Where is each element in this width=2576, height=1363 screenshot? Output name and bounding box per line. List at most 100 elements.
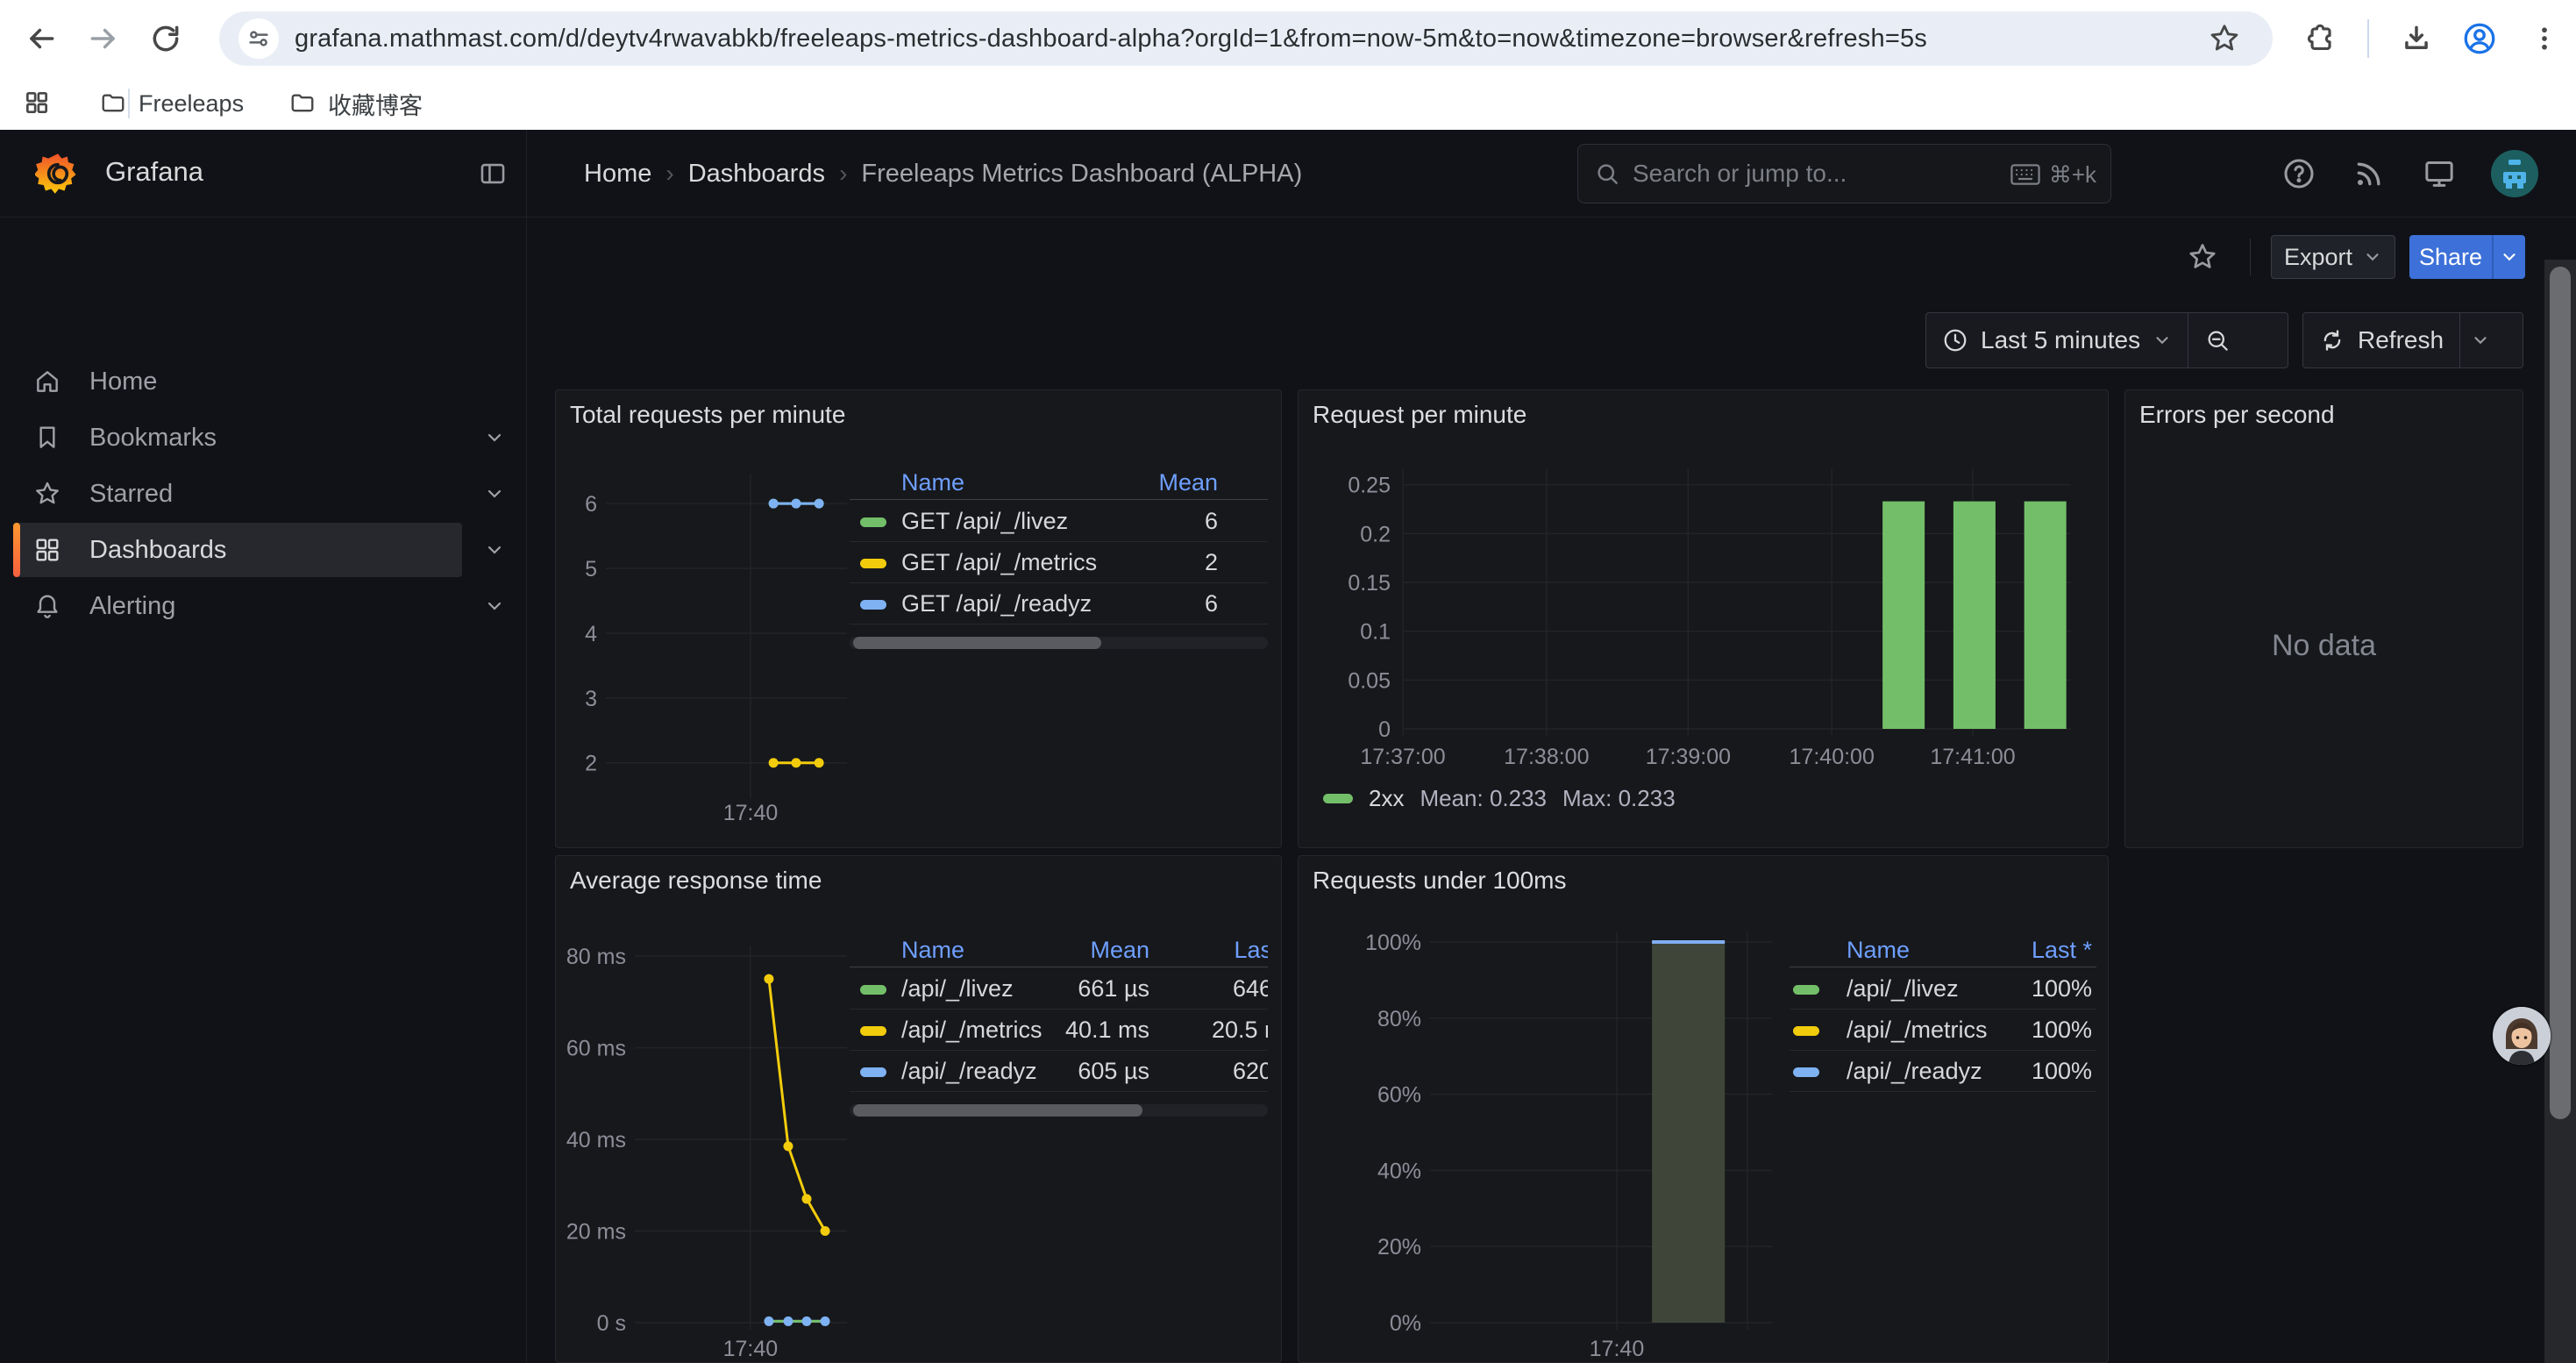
svg-text:0%: 0%: [1390, 1311, 1421, 1336]
chart-legend: 2xx Mean: 0.233 Max: 0.233: [1323, 785, 1676, 812]
folder-icon: [291, 94, 314, 112]
bookmark-item[interactable]: 收藏博客: [277, 84, 435, 123]
refresh-button[interactable]: Refresh: [2303, 313, 2459, 368]
table-column-name[interactable]: Name: [1847, 937, 1911, 963]
table-header: Name Last *: [1790, 935, 2096, 967]
floating-assistant-avatar[interactable]: [2493, 1007, 2551, 1065]
profile-icon[interactable]: [2453, 12, 2506, 65]
series-color-pill: [860, 600, 886, 610]
table-scrollbar-thumb[interactable]: [853, 1104, 1142, 1117]
reload-icon[interactable]: [139, 12, 192, 65]
breadcrumb-item[interactable]: Dashboards: [687, 159, 826, 188]
share-button[interactable]: Share: [2409, 235, 2525, 279]
bookmark-star-icon[interactable]: [2208, 22, 2241, 55]
help-icon[interactable]: [2274, 149, 2323, 198]
table-scrollbar-track[interactable]: [850, 637, 1268, 649]
panel-title[interactable]: Average response time: [570, 867, 822, 894]
series-name[interactable]: /api/_/readyz: [1847, 1058, 1982, 1084]
mega-menu-toggle-icon[interactable]: [468, 149, 517, 198]
table-column-value[interactable]: Las: [1234, 937, 1268, 963]
series-name[interactable]: GET /api/_/metrics: [901, 549, 1098, 575]
series-name[interactable]: /api/_/readyz: [901, 1058, 1037, 1084]
breadcrumb-item[interactable]: Freeleaps Metrics Dashboard (ALPHA): [861, 159, 1303, 188]
brand-name: Grafana: [105, 156, 204, 187]
bookmark-item[interactable]: Freeleaps: [88, 84, 256, 123]
bell-icon: [33, 592, 61, 620]
series-color-pill: [1793, 1067, 1819, 1077]
series-color-pill: [860, 1067, 886, 1077]
breadcrumb-item[interactable]: Home: [584, 159, 652, 188]
panel-title[interactable]: Requests under 100ms: [1313, 867, 1567, 894]
panel-title[interactable]: Total requests per minute: [570, 401, 846, 428]
sidebar-item-starred[interactable]: Starred: [0, 467, 526, 521]
legend-mean: Mean: 0.233: [1420, 785, 1548, 811]
chevron-down-icon[interactable]: [484, 427, 505, 448]
chevron-down-icon[interactable]: [484, 483, 505, 504]
apps-grid-icon[interactable]: [12, 78, 61, 127]
page-scrollbar-thumb[interactable]: [2550, 267, 2571, 1119]
table-column-value[interactable]: Mean: [1158, 469, 1218, 496]
search-input[interactable]: Search or jump to... ⌘+k: [1577, 144, 2111, 203]
svg-text:0.1: 0.1: [1360, 620, 1391, 645]
share-menu-button[interactable]: [2492, 235, 2525, 279]
table-column-name[interactable]: Name: [901, 469, 965, 496]
table-scrollbar-thumb[interactable]: [853, 637, 1101, 649]
table-column-name[interactable]: Name: [901, 937, 965, 963]
time-range-label: Last 5 minutes: [1981, 326, 2141, 353]
sidebar-item-dashboards[interactable]: Dashboards: [0, 523, 526, 577]
chart-canvas: 0.25 0.2 0.15 0.1 0.05 0 17:37:00 17:38:00 17:39…: [1348, 468, 2071, 769]
svg-text:20%: 20%: [1377, 1235, 1421, 1260]
user-avatar[interactable]: [2491, 150, 2538, 197]
series-color-pill: [860, 517, 886, 527]
sidebar-item-home[interactable]: Home: [0, 354, 526, 409]
series-name[interactable]: /api/_/livez: [901, 975, 1014, 1002]
address-bar[interactable]: grafana.mathmast.com/d/deytv4rwavabkb/fr…: [219, 11, 2273, 66]
series-name[interactable]: /api/_/metrics: [901, 1017, 1042, 1043]
zoom-out-button[interactable]: [2188, 313, 2246, 368]
chevron-down-icon[interactable]: [484, 539, 505, 560]
news-rss-icon[interactable]: [2345, 149, 2394, 198]
table-scrollbar-track[interactable]: [850, 1104, 1268, 1117]
svg-text:40 ms: 40 ms: [566, 1128, 626, 1152]
grafana-logo[interactable]: [33, 151, 81, 196]
legend-max: Max: 0.233: [1562, 785, 1676, 811]
series-name[interactable]: GET /api/_/livez: [901, 508, 1069, 534]
panel-title[interactable]: Errors per second: [2139, 401, 2335, 428]
sidebar-item-alerting[interactable]: Alerting: [0, 579, 526, 633]
panel-title[interactable]: Request per minute: [1313, 401, 1527, 428]
svg-text:17:40: 17:40: [1590, 1337, 1645, 1361]
refresh-interval-button[interactable]: [2460, 313, 2501, 368]
extensions-icon[interactable]: [2295, 12, 2348, 65]
table-row: /api/_/metrics 40.1 ms 20.5 r: [850, 1010, 1268, 1051]
svg-text:17:40:00: 17:40:00: [1790, 745, 1875, 769]
series-name[interactable]: /api/_/livez: [1847, 975, 1959, 1002]
export-button[interactable]: Export: [2271, 235, 2395, 279]
back-icon[interactable]: [15, 12, 68, 65]
monitor-icon[interactable]: [2415, 149, 2464, 198]
table-column-value[interactable]: Mean: [1090, 937, 1149, 963]
series-name[interactable]: /api/_/metrics: [1847, 1017, 1988, 1043]
search-placeholder: Search or jump to...: [1633, 160, 1847, 187]
svg-text:100%: 100%: [1365, 931, 1421, 955]
download-icon[interactable]: [2390, 12, 2443, 65]
site-settings-icon[interactable]: [238, 18, 279, 59]
sidebar-item-bookmarks[interactable]: Bookmarks: [0, 410, 526, 465]
sidebar-item-label: Home: [89, 368, 158, 396]
series-value: 2: [1204, 549, 1218, 575]
favorite-star-icon[interactable]: [2178, 232, 2227, 282]
panel-errors-per-second: Errors per second No data: [2124, 389, 2523, 848]
share-button-label[interactable]: Share: [2409, 235, 2492, 279]
sidebar-item-label: Starred: [89, 480, 174, 508]
chevron-down-icon[interactable]: [484, 596, 505, 617]
time-range-picker[interactable]: Last 5 minutes: [1926, 313, 2188, 368]
table-column-value[interactable]: Last *: [2031, 937, 2092, 963]
time-range-group: Last 5 minutes: [1925, 312, 2288, 368]
browser-menu-icon[interactable]: [2518, 12, 2571, 65]
series-value: 620: [1232, 1058, 1268, 1084]
series-name[interactable]: GET /api/_/readyz: [901, 590, 1092, 617]
svg-text:2: 2: [585, 752, 597, 776]
url-text[interactable]: grafana.mathmast.com/d/deytv4rwavabkb/fr…: [295, 25, 1927, 53]
chevron-down-icon: [2366, 253, 2379, 261]
legend-series-name[interactable]: 2xx: [1369, 785, 1405, 811]
forward-icon[interactable]: [77, 12, 130, 65]
